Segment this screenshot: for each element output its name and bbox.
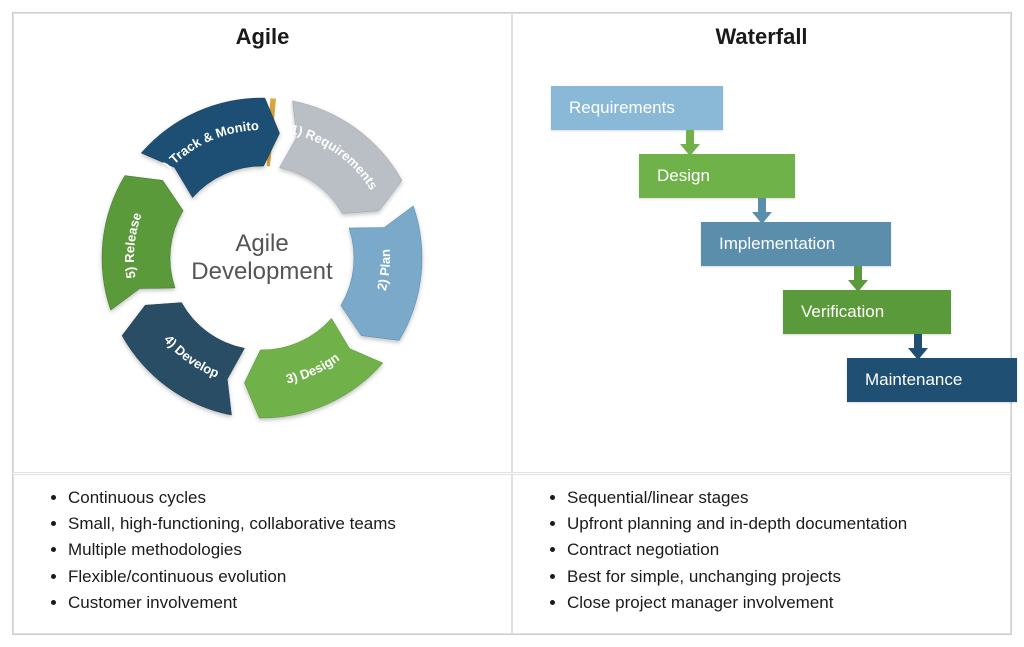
- waterfall-step-4: Maintenance: [847, 358, 1017, 402]
- agile-center-line1: Agile: [235, 230, 288, 257]
- waterfall-cascade-diagram: Requirements Design Implementation Verifica…: [531, 58, 992, 458]
- waterfall-step-3: Verification: [783, 290, 951, 334]
- waterfall-bullet-2: Contract negotiation: [567, 537, 992, 563]
- agile-center-line2: Development: [191, 258, 332, 285]
- agile-cycle-diagram: 1) Requirements2) Plan3) Design4) Develo…: [32, 58, 493, 458]
- agile-bullet-3: Flexible/continuous evolution: [68, 564, 493, 590]
- agile-heading: Agile: [32, 24, 493, 50]
- agile-segment-0: 1) Requirements: [280, 101, 402, 213]
- waterfall-heading: Waterfall: [531, 24, 992, 50]
- agile-segment-3: 4) Develop: [122, 303, 244, 415]
- waterfall-step-0: Requirements: [551, 86, 723, 130]
- agile-segment-4: 5) Release: [102, 176, 183, 310]
- waterfall-bullet-4: Close project manager involvement: [567, 590, 992, 616]
- waterfall-bullet-3: Best for simple, unchanging projects: [567, 564, 992, 590]
- waterfall-diagram-cell: Waterfall Requirements Design Implementati…: [512, 13, 1011, 473]
- waterfall-bullet-0: Sequential/linear stages: [567, 485, 992, 511]
- comparison-grid: Agile 1) Requirements2) Plan3) Design4) …: [12, 12, 1012, 635]
- agile-segment-5: 6) Track & Monitor: [32, 58, 280, 198]
- agile-bullet-4: Customer involvement: [68, 590, 493, 616]
- waterfall-bullet-list: Sequential/linear stagesUpfront planning…: [531, 485, 992, 617]
- agile-diagram-cell: Agile 1) Requirements2) Plan3) Design4) …: [13, 13, 512, 473]
- agile-bullet-0: Continuous cycles: [68, 485, 493, 511]
- agile-bullet-1: Small, high-functioning, collaborative t…: [68, 511, 493, 537]
- waterfall-step-2: Implementation: [701, 222, 891, 266]
- agile-bullets-cell: Continuous cyclesSmall, high-functioning…: [13, 474, 512, 634]
- agile-segment-1: 2) Plan: [341, 206, 422, 340]
- agile-cycle-center-label: Agile Development: [187, 230, 337, 285]
- waterfall-bullets-cell: Sequential/linear stagesUpfront planning…: [512, 474, 1011, 634]
- agile-bullet-2: Multiple methodologies: [68, 537, 493, 563]
- waterfall-bullet-1: Upfront planning and in-depth documentat…: [567, 511, 992, 537]
- agile-bullet-list: Continuous cyclesSmall, high-functioning…: [32, 485, 493, 617]
- waterfall-step-1: Design: [639, 154, 795, 198]
